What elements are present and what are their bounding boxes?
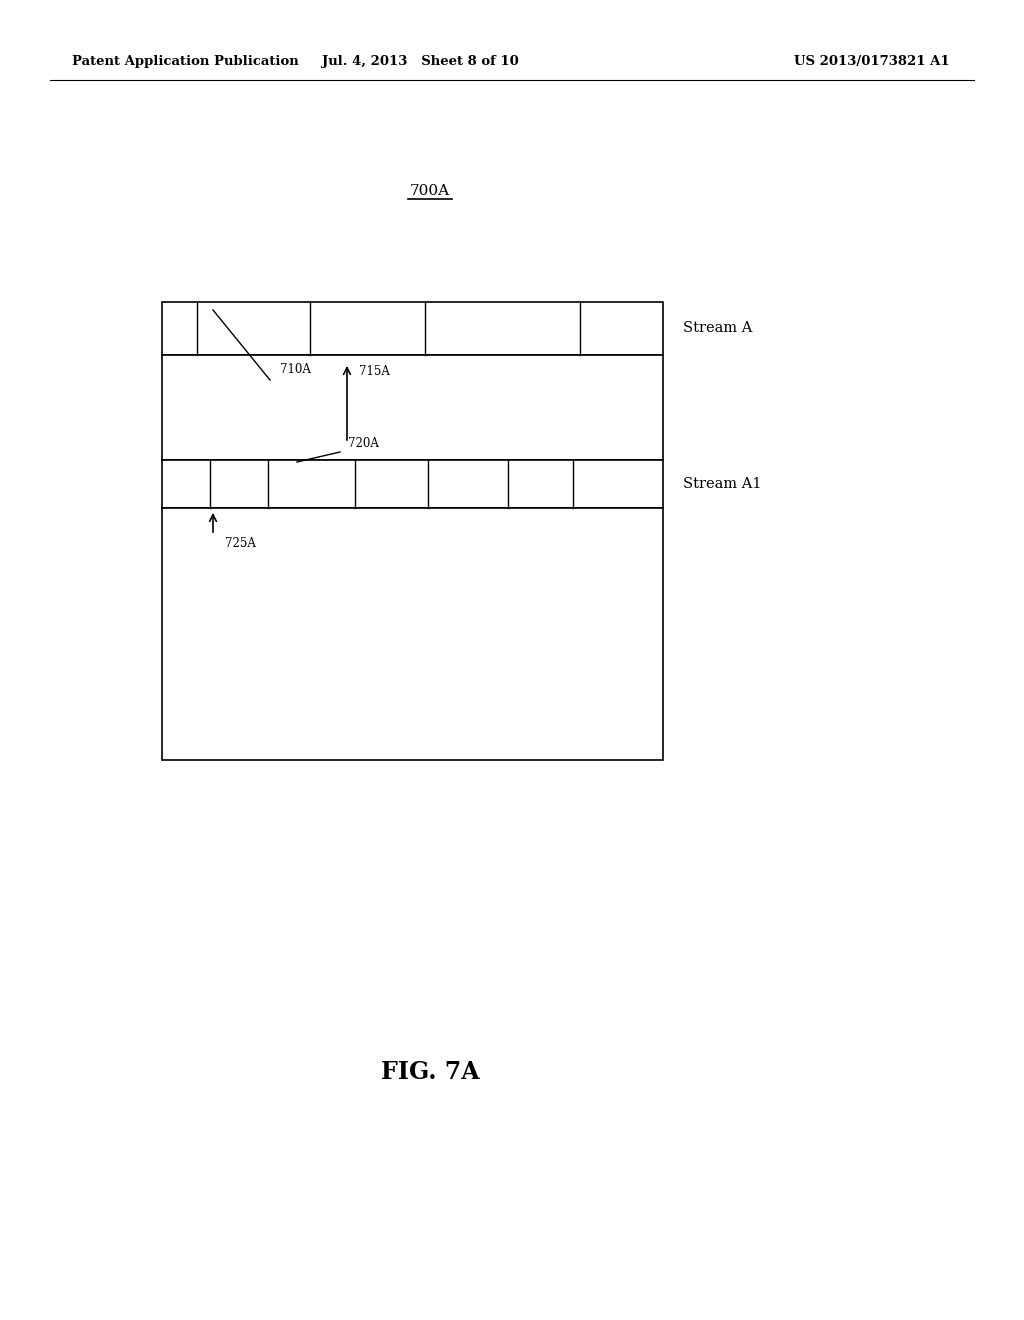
Text: 720A: 720A xyxy=(348,437,379,450)
Text: 710A: 710A xyxy=(280,363,311,376)
Bar xyxy=(162,508,663,760)
Text: 725A: 725A xyxy=(225,537,256,550)
Bar xyxy=(162,459,663,508)
Text: 715A: 715A xyxy=(359,366,390,378)
Text: 700A: 700A xyxy=(410,183,451,198)
Bar xyxy=(162,302,663,355)
Text: FIG. 7A: FIG. 7A xyxy=(381,1060,479,1084)
Text: US 2013/0173821 A1: US 2013/0173821 A1 xyxy=(795,55,950,69)
Text: Stream A: Stream A xyxy=(683,322,753,335)
Text: Stream A1: Stream A1 xyxy=(683,477,762,491)
Text: Patent Application Publication: Patent Application Publication xyxy=(72,55,299,69)
Text: Jul. 4, 2013   Sheet 8 of 10: Jul. 4, 2013 Sheet 8 of 10 xyxy=(322,55,518,69)
Bar xyxy=(162,355,663,459)
